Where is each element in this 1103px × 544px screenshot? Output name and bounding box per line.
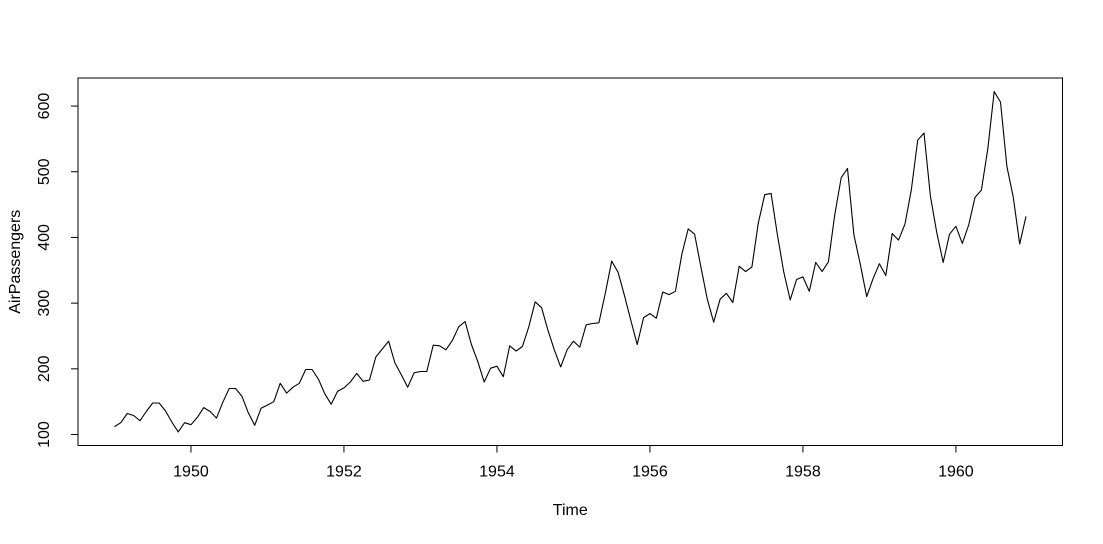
y-axis-title: AirPassengers [7,210,24,314]
y-axis-tick-label: 400 [36,224,53,251]
series-line-airpassengers [114,91,1027,433]
x-axis-tick-label: 1956 [632,464,668,481]
x-axis-tick-label: 1950 [173,464,209,481]
y-axis-tick-label: 100 [36,421,53,448]
x-axis-tick-label: 1958 [785,464,821,481]
x-axis-tick-label: 1952 [326,464,362,481]
x-axis-tick-label: 1954 [479,464,515,481]
y-axis-tick-label: 200 [36,355,53,382]
y-axis-tick-label: 600 [36,93,53,120]
x-axis-title: Time [553,502,588,519]
plot-box [77,77,1063,446]
x-axis-tick-label: 1960 [938,464,974,481]
y-axis-tick-label: 300 [36,290,53,317]
y-axis-tick-label: 500 [36,158,53,185]
